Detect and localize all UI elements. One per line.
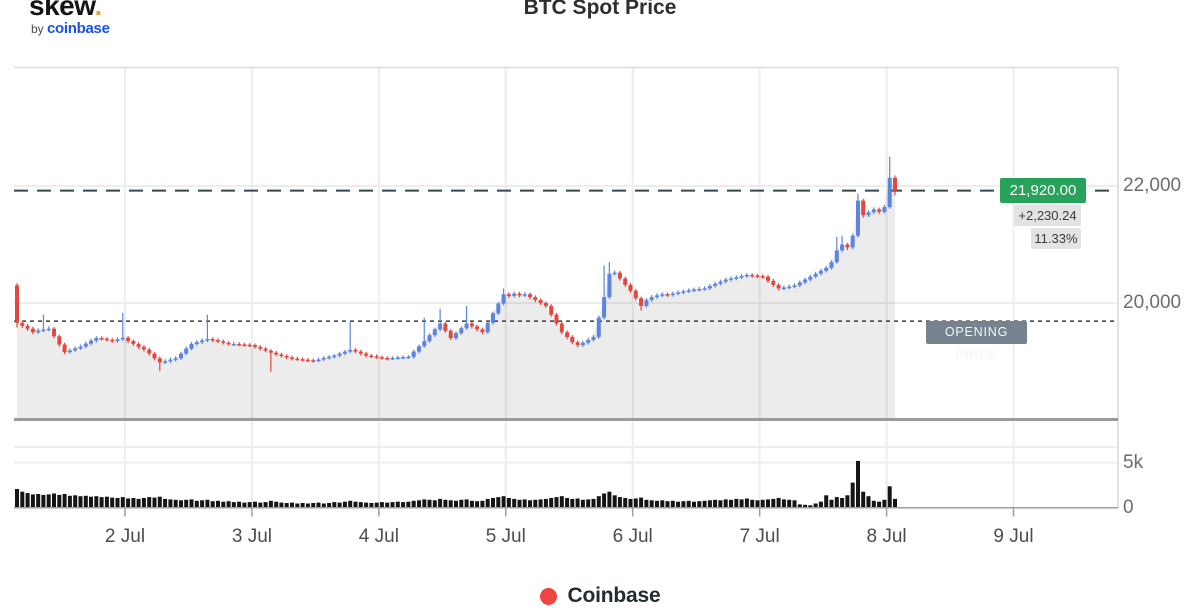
by-label: by [31,22,48,36]
x-axis-label: 6 Jul [612,526,653,547]
legend: Coinbase [0,584,1200,608]
y-tick-5k: 5k [1123,452,1144,473]
gridlines [14,67,1118,508]
skew-logo-word: skew [29,0,95,21]
x-axis-label: 4 Jul [358,526,399,547]
opening-price-badge: OPENING PRICE [926,321,1027,362]
y-tick-20000: 20,000 [1123,292,1182,313]
x-axis-label: 2 Jul [104,526,146,547]
skew-logo-dot-icon: . [94,0,102,21]
by-coinbase-logo[interactable]: by coinbase [31,20,110,37]
chart-title: BTC Spot Price [523,0,677,19]
price-change-pct-badge: 11.33% [1031,228,1081,249]
price-change-badge: +2,230.24 [1014,205,1081,226]
candlestick-series[interactable] [15,156,897,372]
legend-coinbase-dot-icon[interactable] [539,587,557,605]
x-axis-label: 9 Jul [993,526,1034,547]
x-axis-label: 5 Jul [485,526,526,547]
y-tick-22000: 22,000 [1123,175,1182,196]
x-axis-label: 3 Jul [231,526,272,547]
current-price-badge: 21,920.00 [1000,178,1086,203]
volume-series[interactable] [15,460,897,508]
coinbase-wordmark: coinbase [47,20,110,37]
x-axis-ticks [124,508,1015,517]
skew-logo[interactable]: skew. [29,0,102,22]
x-axis-label: 8 Jul [866,526,907,547]
legend-coinbase-label[interactable]: Coinbase [567,584,661,607]
y-tick-0: 0 [1123,497,1134,518]
x-axis-label: 7 Jul [739,526,780,547]
price-area-fill [17,177,895,418]
